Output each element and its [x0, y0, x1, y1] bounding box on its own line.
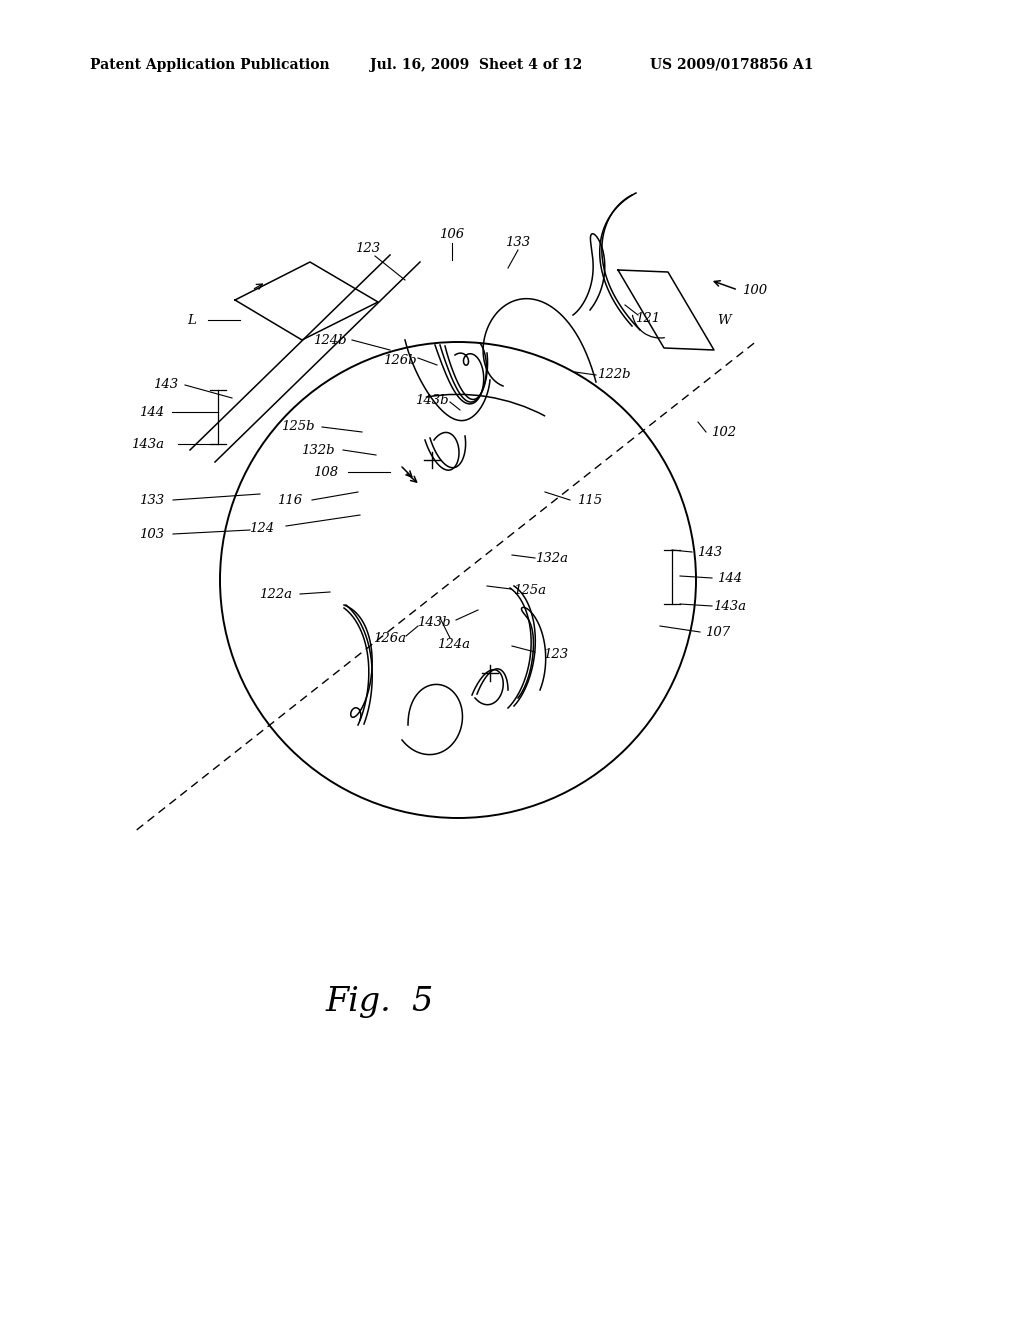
Text: 122b: 122b: [597, 368, 631, 381]
Text: US 2009/0178856 A1: US 2009/0178856 A1: [650, 58, 813, 73]
Text: 143: 143: [697, 545, 723, 558]
Text: 133: 133: [139, 494, 165, 507]
Text: 106: 106: [439, 228, 465, 242]
Text: 133: 133: [506, 235, 530, 248]
Text: 132b: 132b: [301, 444, 335, 457]
Text: 143b: 143b: [415, 393, 449, 407]
Text: 124a: 124a: [437, 638, 470, 651]
Text: 116: 116: [278, 494, 302, 507]
Text: 124b: 124b: [313, 334, 347, 346]
Text: Jul. 16, 2009  Sheet 4 of 12: Jul. 16, 2009 Sheet 4 of 12: [370, 58, 583, 73]
Text: 108: 108: [313, 466, 339, 479]
Text: 144: 144: [718, 572, 742, 585]
Text: 126b: 126b: [383, 354, 417, 367]
Text: 123: 123: [544, 648, 568, 660]
Text: 143b: 143b: [417, 615, 451, 628]
Text: 125a: 125a: [513, 583, 547, 597]
Text: 124: 124: [250, 521, 274, 535]
Text: 100: 100: [742, 284, 767, 297]
Text: 121: 121: [636, 312, 660, 325]
Text: 143a: 143a: [131, 437, 165, 450]
Text: Fig.  5: Fig. 5: [326, 986, 434, 1018]
Text: L: L: [187, 314, 197, 326]
Text: 144: 144: [139, 405, 165, 418]
Text: 103: 103: [139, 528, 165, 540]
Text: 123: 123: [355, 242, 381, 255]
Text: 143: 143: [154, 379, 178, 392]
Text: 102: 102: [712, 425, 736, 438]
Text: 125b: 125b: [282, 421, 314, 433]
Text: 126a: 126a: [374, 631, 407, 644]
Text: W: W: [717, 314, 731, 326]
Text: 107: 107: [706, 626, 730, 639]
Text: 143a: 143a: [714, 599, 746, 612]
Text: Patent Application Publication: Patent Application Publication: [90, 58, 330, 73]
Text: 132a: 132a: [536, 552, 568, 565]
Text: 122a: 122a: [259, 587, 293, 601]
Text: 115: 115: [578, 494, 602, 507]
